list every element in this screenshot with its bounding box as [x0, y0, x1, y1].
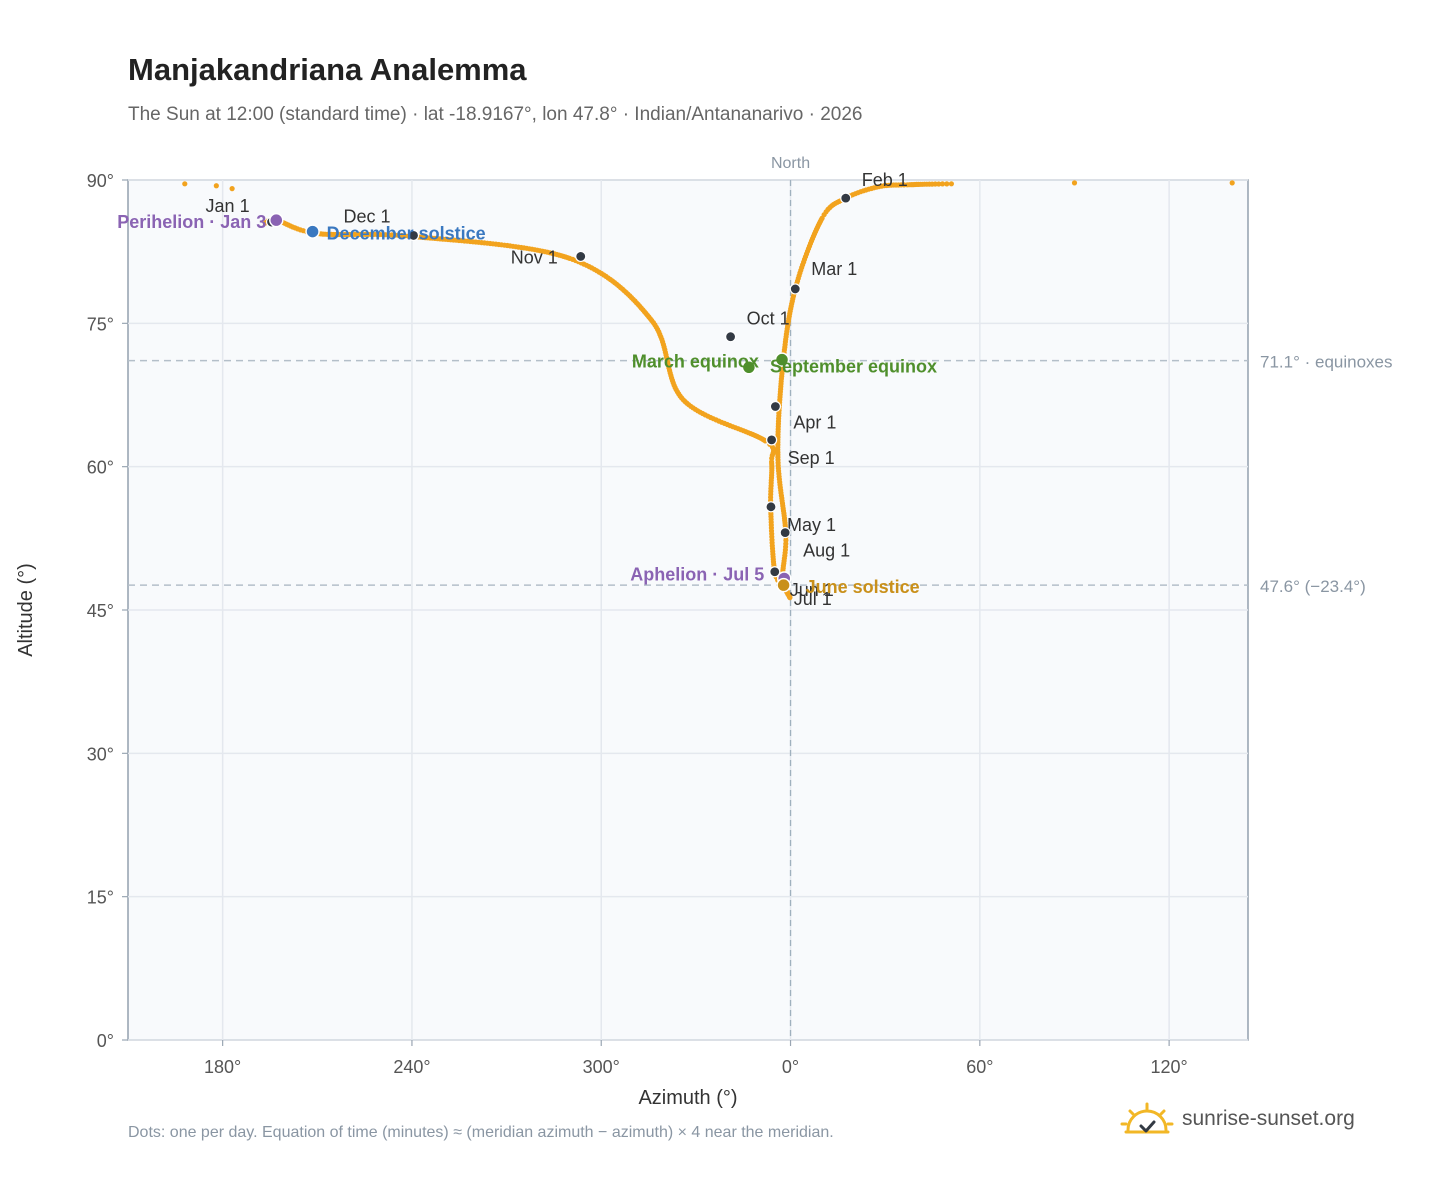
month-label: Apr 1 [793, 412, 836, 432]
y-tick-label: 75° [87, 314, 114, 334]
daily-sun-dot [213, 183, 219, 189]
daily-sun-dot [939, 181, 946, 187]
event-markers: Perihelion · Jan 3 December solstice March… [117, 212, 937, 597]
footnote: Dots: one per day. Equation of time (min… [128, 1124, 834, 1141]
y-tick-label: 45° [87, 601, 114, 621]
month-marker [789, 283, 801, 295]
daily-sun-dot [229, 186, 235, 192]
x-tick-label: 300° [583, 1057, 620, 1077]
brand-name: sunrise-sunset.org [1182, 1107, 1355, 1130]
y-tick-label: 90° [87, 171, 114, 191]
event-label: June solstice [806, 577, 920, 597]
month-marker [724, 331, 737, 343]
month-label: Aug 1 [803, 541, 850, 561]
month-label: Mar 1 [811, 259, 857, 279]
axis-ticks: 180° 240° 300° 0° 60° 120° 0° 15° 30° 45° 60° 75° 90… [87, 171, 1188, 1077]
chart-subtitle: The Sun at 12:00 (standard time) · lat -… [128, 104, 863, 125]
y-tick-label: 15° [87, 888, 114, 908]
x-tick-label: 0° [782, 1057, 799, 1077]
month-marker [840, 192, 852, 204]
y-axis-label: Altitude (°) [15, 563, 37, 657]
month-label: Jul 1 [794, 589, 832, 609]
north-label: North [771, 155, 810, 172]
event-marker [305, 224, 320, 239]
x-tick-label: 120° [1151, 1057, 1188, 1077]
reference-line-label: 47.6° (−23.4°) [1260, 577, 1366, 596]
month-marker [769, 566, 781, 578]
month-label: Nov 1 [511, 247, 558, 267]
brand[interactable]: sunrise-sunset.org [1120, 1102, 1355, 1136]
month-marker [407, 229, 420, 242]
y-tick-label: 30° [87, 744, 114, 764]
daily-sun-dot [182, 181, 188, 187]
event-marker [776, 577, 791, 593]
daily-sun-dot [1229, 180, 1235, 186]
month-marker [769, 400, 781, 413]
month-label: Dec 1 [344, 206, 391, 226]
month-label: Jun 1 [790, 580, 834, 600]
month-label: May 1 [787, 515, 836, 535]
x-tick-label: 240° [393, 1057, 430, 1077]
event-label: September equinox [770, 357, 937, 377]
month-label: Oct 1 [747, 309, 790, 329]
event-label: March equinox [632, 351, 759, 371]
event-label: Aphelion · Jul 5 [630, 564, 764, 584]
month-label: Sep 1 [788, 448, 835, 468]
month-marker [575, 250, 587, 263]
daily-sun-dot [944, 181, 950, 187]
month-label: Feb 1 [862, 170, 908, 190]
x-tick-label: 60° [966, 1057, 993, 1077]
month-marker [765, 501, 777, 513]
chart-title: Manjakandriana Analemma [128, 52, 527, 87]
sun-check-icon [1120, 1102, 1174, 1134]
reference-lines: 71.1° · equinoxes 47.6° (−23.4°) [128, 353, 1393, 596]
daily-sun-dot [1071, 180, 1078, 186]
month-label: Jan 1 [206, 196, 250, 216]
month-marker [779, 526, 791, 539]
event-marker [269, 212, 284, 228]
y-tick-label: 0° [97, 1031, 114, 1051]
event-marker [741, 360, 757, 375]
event-label: Perihelion · Jan 3 [117, 212, 266, 232]
x-axis-label: Azimuth (°) [638, 1087, 737, 1109]
y-tick-label: 60° [87, 458, 114, 478]
event-label: December solstice [327, 224, 486, 244]
analemma-path [182, 180, 1235, 601]
month-marker [766, 434, 778, 446]
daily-sun-dot [936, 181, 942, 187]
x-tick-label: 180° [204, 1057, 241, 1077]
daily-sun-dot [948, 181, 955, 187]
reference-line-label: 71.1° · equinoxes [1260, 353, 1393, 372]
event-marker [774, 352, 790, 367]
